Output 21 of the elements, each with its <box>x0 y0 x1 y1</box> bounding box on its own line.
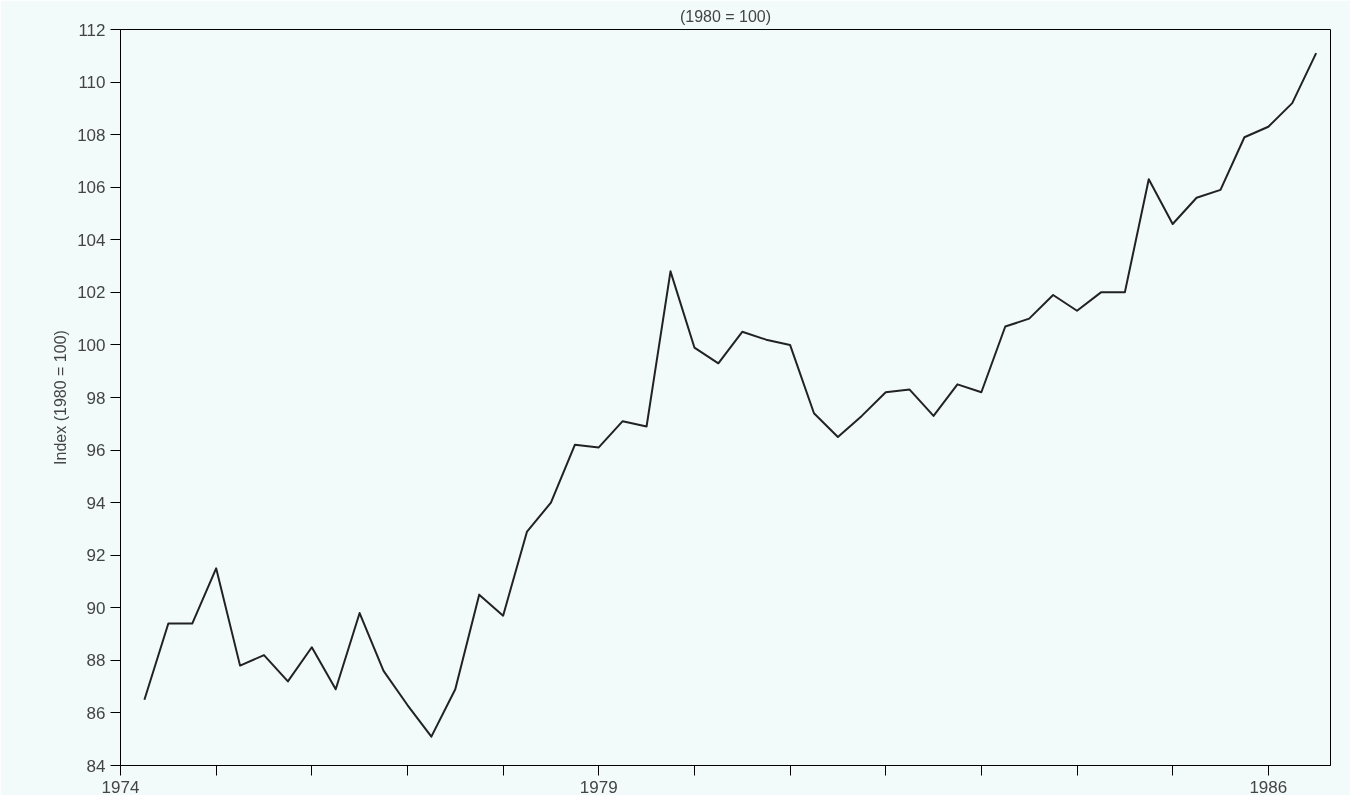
line-series <box>143 52 1318 738</box>
chart-title: (1980 = 100) <box>679 7 772 25</box>
x-tick-label: 1979 <box>579 777 618 797</box>
y-tick-label: 102 <box>77 283 106 303</box>
y-tick-label: 96 <box>86 441 106 461</box>
y-tick-label: 88 <box>86 651 106 671</box>
y-tick-label: 100 <box>77 335 106 355</box>
y-tick-label: 90 <box>86 598 106 618</box>
y-axis-title: Index (1980 = 100) <box>52 330 70 465</box>
x-tick-label: 1974 <box>101 777 140 797</box>
y-tick-label: 92 <box>86 546 106 566</box>
y-tick-label: 98 <box>86 388 106 408</box>
y-tick-label: 86 <box>86 703 106 723</box>
y-tick-label: 112 <box>78 20 106 40</box>
y-tick-label: 84 <box>86 756 106 776</box>
y-tick-label: 110 <box>78 73 106 93</box>
y-tick-label: 104 <box>77 230 106 250</box>
x-tick-label: 1986 <box>1249 777 1288 797</box>
y-tick-label: 106 <box>77 178 106 198</box>
y-tick-label: 108 <box>77 125 106 145</box>
y-tick-label: 94 <box>86 493 106 513</box>
